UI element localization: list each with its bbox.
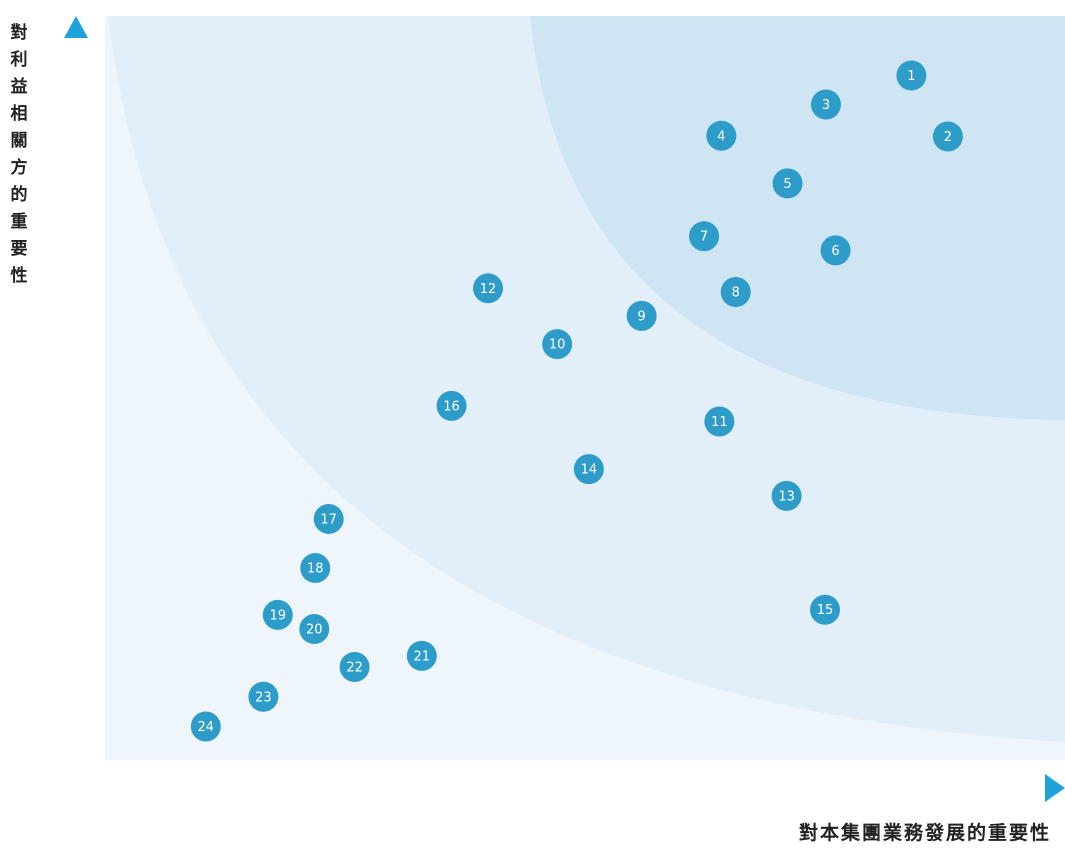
data-point-15: 15 xyxy=(810,594,840,625)
data-point-marker xyxy=(820,235,851,266)
data-point-13: 13 xyxy=(771,480,802,511)
data-point-marker xyxy=(771,480,802,511)
data-point-1: 1 xyxy=(896,60,927,91)
y-axis-arrow xyxy=(64,16,88,38)
data-point-label: 4 xyxy=(717,129,725,144)
data-point-21: 21 xyxy=(406,640,437,671)
data-point-label: 8 xyxy=(732,286,740,301)
data-point-16: 16 xyxy=(436,390,467,421)
data-point-label: 19 xyxy=(270,608,287,623)
data-point-marker xyxy=(689,221,720,252)
data-point-2: 2 xyxy=(932,121,963,152)
data-point-marker xyxy=(300,553,331,584)
data-point-label: 5 xyxy=(783,177,791,192)
data-point-5: 5 xyxy=(772,168,803,199)
data-point-marker xyxy=(626,300,657,331)
data-point-marker xyxy=(706,120,737,151)
y-axis-label: 對利益相關方的重要性 xyxy=(10,23,28,286)
data-point-label: 12 xyxy=(480,282,497,297)
data-point-label: 2 xyxy=(944,130,952,145)
data-point-label: 6 xyxy=(831,244,839,259)
data-point-marker xyxy=(436,390,467,421)
data-point-marker xyxy=(932,121,963,152)
data-point-4: 4 xyxy=(706,120,737,151)
data-point-marker xyxy=(248,681,279,712)
data-point-7: 7 xyxy=(689,221,720,252)
data-point-marker xyxy=(473,273,504,304)
data-point-marker xyxy=(339,652,370,682)
data-point-12: 12 xyxy=(473,273,504,304)
data-point-label: 14 xyxy=(581,463,598,478)
data-point-label: 13 xyxy=(778,489,795,504)
data-point-label: 21 xyxy=(414,649,431,664)
data-point-label: 3 xyxy=(822,98,830,113)
data-point-label: 9 xyxy=(637,309,645,324)
high-importance-zone xyxy=(530,16,1065,420)
x-axis-arrow xyxy=(1045,774,1065,802)
data-point-marker xyxy=(406,640,437,671)
data-point-24: 24 xyxy=(190,711,221,742)
data-point-marker xyxy=(810,594,840,625)
data-point-label: 22 xyxy=(346,661,363,676)
data-point-label: 11 xyxy=(711,415,728,430)
data-point-marker xyxy=(704,406,735,437)
data-point-marker xyxy=(810,89,841,120)
data-point-23: 23 xyxy=(248,681,279,712)
data-point-label: 7 xyxy=(700,230,708,245)
data-point-label: 16 xyxy=(443,399,460,414)
data-point-marker xyxy=(720,277,751,308)
data-point-label: 24 xyxy=(198,720,215,735)
data-point-19: 19 xyxy=(262,599,293,630)
data-point-marker xyxy=(772,168,803,199)
data-point-marker xyxy=(313,503,344,534)
data-point-22: 22 xyxy=(339,652,370,682)
data-point-17: 17 xyxy=(313,503,344,534)
data-point-11: 11 xyxy=(704,406,735,437)
data-point-label: 23 xyxy=(255,690,272,705)
data-point-20: 20 xyxy=(299,614,330,645)
data-point-marker xyxy=(262,599,293,630)
data-point-label: 17 xyxy=(320,512,337,527)
data-point-label: 18 xyxy=(307,562,324,577)
data-point-marker xyxy=(542,329,573,360)
data-point-10: 10 xyxy=(542,329,573,360)
x-axis-label: 對本集團業務發展的重要性 xyxy=(798,822,1051,844)
data-point-3: 3 xyxy=(810,89,841,120)
data-point-label: 20 xyxy=(306,623,323,638)
data-point-14: 14 xyxy=(573,454,604,485)
data-point-label: 1 xyxy=(907,69,915,84)
data-point-marker xyxy=(190,711,221,742)
data-point-18: 18 xyxy=(300,553,331,584)
data-point-label: 10 xyxy=(549,338,566,353)
data-point-marker xyxy=(299,614,330,645)
data-point-9: 9 xyxy=(626,300,657,331)
data-point-6: 6 xyxy=(820,235,851,266)
data-point-8: 8 xyxy=(720,277,751,308)
data-point-label: 15 xyxy=(817,603,834,618)
data-point-marker xyxy=(573,454,604,485)
data-point-marker xyxy=(896,60,927,91)
